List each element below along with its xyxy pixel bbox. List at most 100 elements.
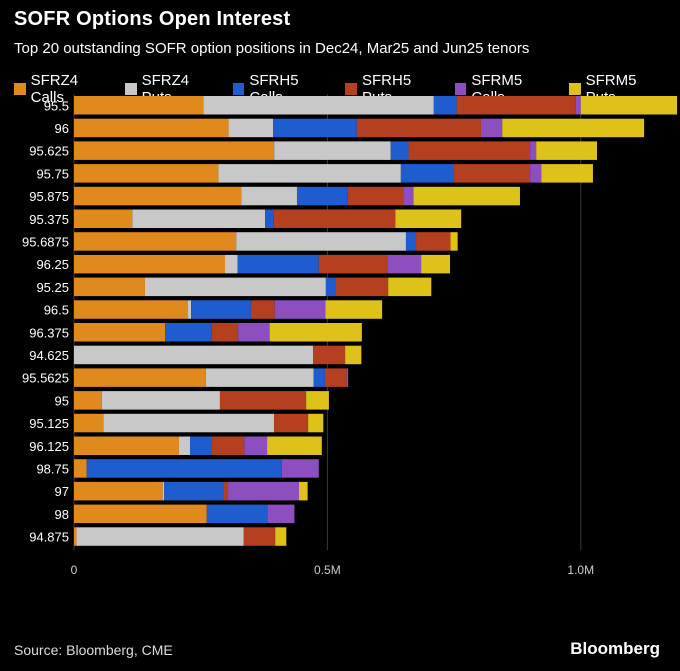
bar-segment xyxy=(74,209,133,228)
bar-segment xyxy=(313,368,325,387)
bar-segment xyxy=(530,164,542,183)
bar-segment xyxy=(74,323,166,342)
bar-segment xyxy=(388,277,432,297)
category-label: 95.5 xyxy=(44,98,69,113)
category-label: 95.25 xyxy=(36,280,69,295)
bar-segment xyxy=(265,209,274,228)
bar-segment xyxy=(395,209,462,228)
bar-segment xyxy=(575,96,581,115)
bar-segment xyxy=(164,481,225,501)
category-label: 95.625 xyxy=(29,144,69,159)
bar-segment xyxy=(408,141,531,160)
bar-segment xyxy=(211,436,245,455)
bar-segment xyxy=(74,436,179,455)
bar-segment xyxy=(178,436,191,455)
category-label: 95.6875 xyxy=(22,234,69,249)
bar-segment xyxy=(165,323,212,342)
category-label: 97 xyxy=(55,484,69,499)
bar-segment xyxy=(530,141,537,160)
bar-segment xyxy=(236,232,406,251)
bar-segment xyxy=(190,436,212,455)
legend-swatch xyxy=(345,83,357,95)
legend-swatch xyxy=(14,83,26,95)
category-label: 94.625 xyxy=(29,348,69,363)
category-label: 96.5 xyxy=(44,303,69,318)
bar-segment xyxy=(206,504,268,524)
bar-segment xyxy=(273,118,357,138)
bar-segment xyxy=(454,164,531,183)
bar-segment xyxy=(325,277,337,297)
bar-segment xyxy=(400,164,455,183)
bar-segment xyxy=(244,436,268,455)
bar-segment xyxy=(224,481,229,501)
bar-segment xyxy=(306,391,329,410)
bar-segment xyxy=(390,141,409,160)
bar-segment xyxy=(228,481,300,501)
category-label: 95.5625 xyxy=(22,371,69,386)
category-label: 94.875 xyxy=(29,530,69,545)
bar-segment xyxy=(456,96,576,115)
x-tick-label: 0 xyxy=(71,563,78,577)
bar-segment xyxy=(541,164,593,183)
bar-segment xyxy=(269,323,362,342)
bar-segment xyxy=(74,186,242,206)
bar-segment xyxy=(345,345,362,365)
category-label: 95.375 xyxy=(29,212,69,227)
bar-segment xyxy=(403,186,414,206)
bar-segment xyxy=(243,527,276,546)
bar-segment xyxy=(536,141,597,160)
legend-swatch xyxy=(569,83,581,95)
bar-segment xyxy=(502,118,645,138)
bar-segment xyxy=(74,391,102,410)
bar-segment xyxy=(162,481,165,501)
bar-segment xyxy=(274,300,326,319)
category-label: 95.875 xyxy=(29,189,69,204)
bar-segment xyxy=(281,459,319,478)
bar-segment xyxy=(308,413,324,433)
legend-swatch xyxy=(454,83,467,95)
bar-segment xyxy=(144,277,326,297)
bar-segment xyxy=(74,413,104,433)
bar-segment xyxy=(132,209,266,228)
bar-segment xyxy=(74,481,163,501)
bar-segment xyxy=(346,368,349,387)
category-label: 98 xyxy=(55,507,69,522)
legend-label: SFRZ4 Calls xyxy=(30,72,79,106)
category-label: 96.375 xyxy=(29,325,69,340)
category-label: 95.75 xyxy=(36,166,69,181)
bar-segment xyxy=(218,164,401,183)
bar-segment xyxy=(101,391,220,410)
bar-segment xyxy=(273,209,396,228)
bar-segment xyxy=(188,300,192,319)
bar-segment xyxy=(405,232,417,251)
bar-segment xyxy=(421,254,451,274)
bar-segment xyxy=(318,254,388,274)
bar-segment xyxy=(74,96,204,115)
bar-segment xyxy=(74,164,219,183)
category-label: 98.75 xyxy=(36,461,69,476)
bar-segment xyxy=(433,96,457,115)
source-note: Source: Bloomberg, CME xyxy=(14,642,173,658)
bar-segment xyxy=(205,368,314,387)
bar-segment xyxy=(76,527,244,546)
bar-segment xyxy=(74,345,314,365)
bar-segment xyxy=(74,527,77,546)
category-label: 95 xyxy=(55,393,69,408)
bar-segment xyxy=(74,459,87,478)
bar-segment xyxy=(450,232,458,251)
category-label: 96.25 xyxy=(36,257,69,272)
bar-segment xyxy=(267,436,322,455)
bar-segment xyxy=(74,504,207,524)
bar-segment xyxy=(413,186,520,206)
bar-segment xyxy=(416,232,451,251)
bar-segment xyxy=(219,391,307,410)
chart-title: SOFR Options Open Interest xyxy=(14,8,291,30)
category-label: 95.125 xyxy=(29,416,69,431)
bar-segment xyxy=(74,118,229,138)
bar-segment xyxy=(299,481,308,501)
x-tick-label: 0.5M xyxy=(314,563,341,577)
bar-segment xyxy=(387,254,422,274)
bar-segment xyxy=(228,118,274,138)
bar-segment xyxy=(191,300,251,319)
